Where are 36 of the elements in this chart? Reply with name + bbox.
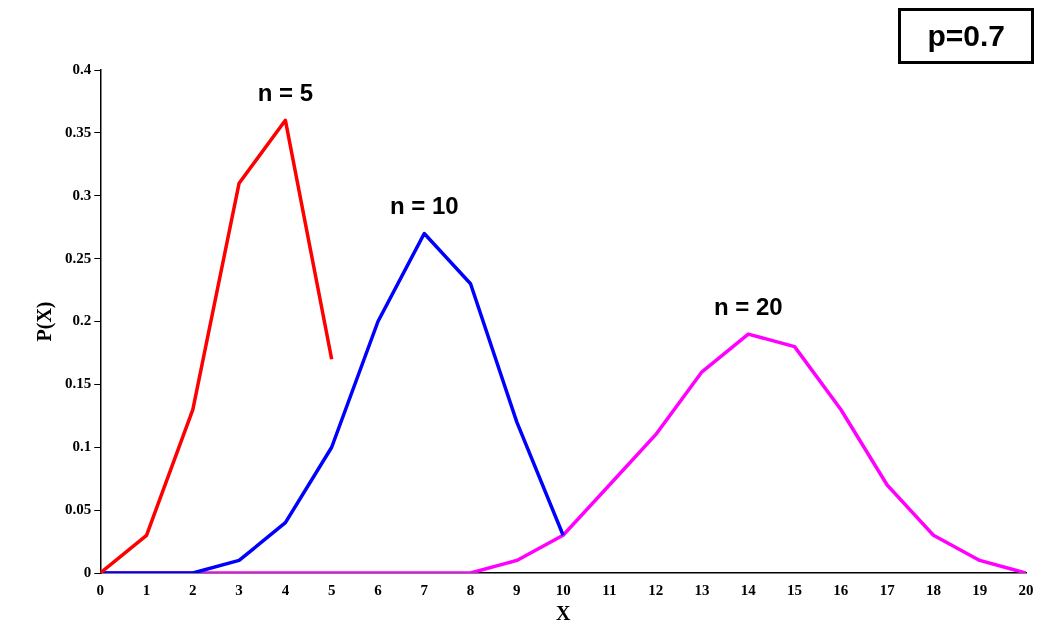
x-tick-label: 13 [694,581,710,598]
y-tick-label: 0.1 [72,438,92,455]
x-axis-title: X [555,602,571,625]
x-tick-label: 14 [740,581,757,598]
series-label: n = 10 [389,192,459,220]
x-tick-label: 6 [374,581,383,598]
x-tick-label: 19 [972,581,988,598]
y-tick-label: 0 [83,563,92,580]
y-tick-label: 0.3 [72,186,92,203]
series-label: n = 5 [257,78,314,106]
series-label: n = 20 [713,292,783,320]
y-tick-label: 0.35 [65,123,92,140]
x-tick-label: 2 [189,581,197,598]
y-tick-label: 0.2 [72,312,92,329]
x-tick-label: 5 [327,581,336,598]
x-tick-label: 12 [648,581,664,598]
text: p=0.7 [898,8,1034,64]
y-tick-label: 0.15 [65,375,92,392]
x-tick-label: 17 [879,581,896,598]
x-tick-label: 10 [555,581,571,598]
x-tick-label: 4 [281,581,290,598]
y-tick-label: 0.4 [72,60,92,77]
y-tick-label: 0.05 [65,501,92,517]
x-tick-label: 9 [513,581,521,598]
y-tick-label: 0.25 [65,249,92,266]
x-tick-label: 1 [142,581,151,598]
x-tick-label: 3 [235,581,243,598]
x-tick-label: 16 [833,581,849,598]
x-tick-label: 7 [420,581,429,598]
x-tick-label: 11 [602,581,617,598]
y-axis-title: P(X) [33,301,57,342]
x-tick-label: 18 [925,581,941,598]
x-tick-label: 15 [787,581,803,598]
x-tick-label: 8 [466,581,475,598]
x-tick-label: 0 [96,581,104,598]
x-tick-label: 20 [1018,581,1034,598]
